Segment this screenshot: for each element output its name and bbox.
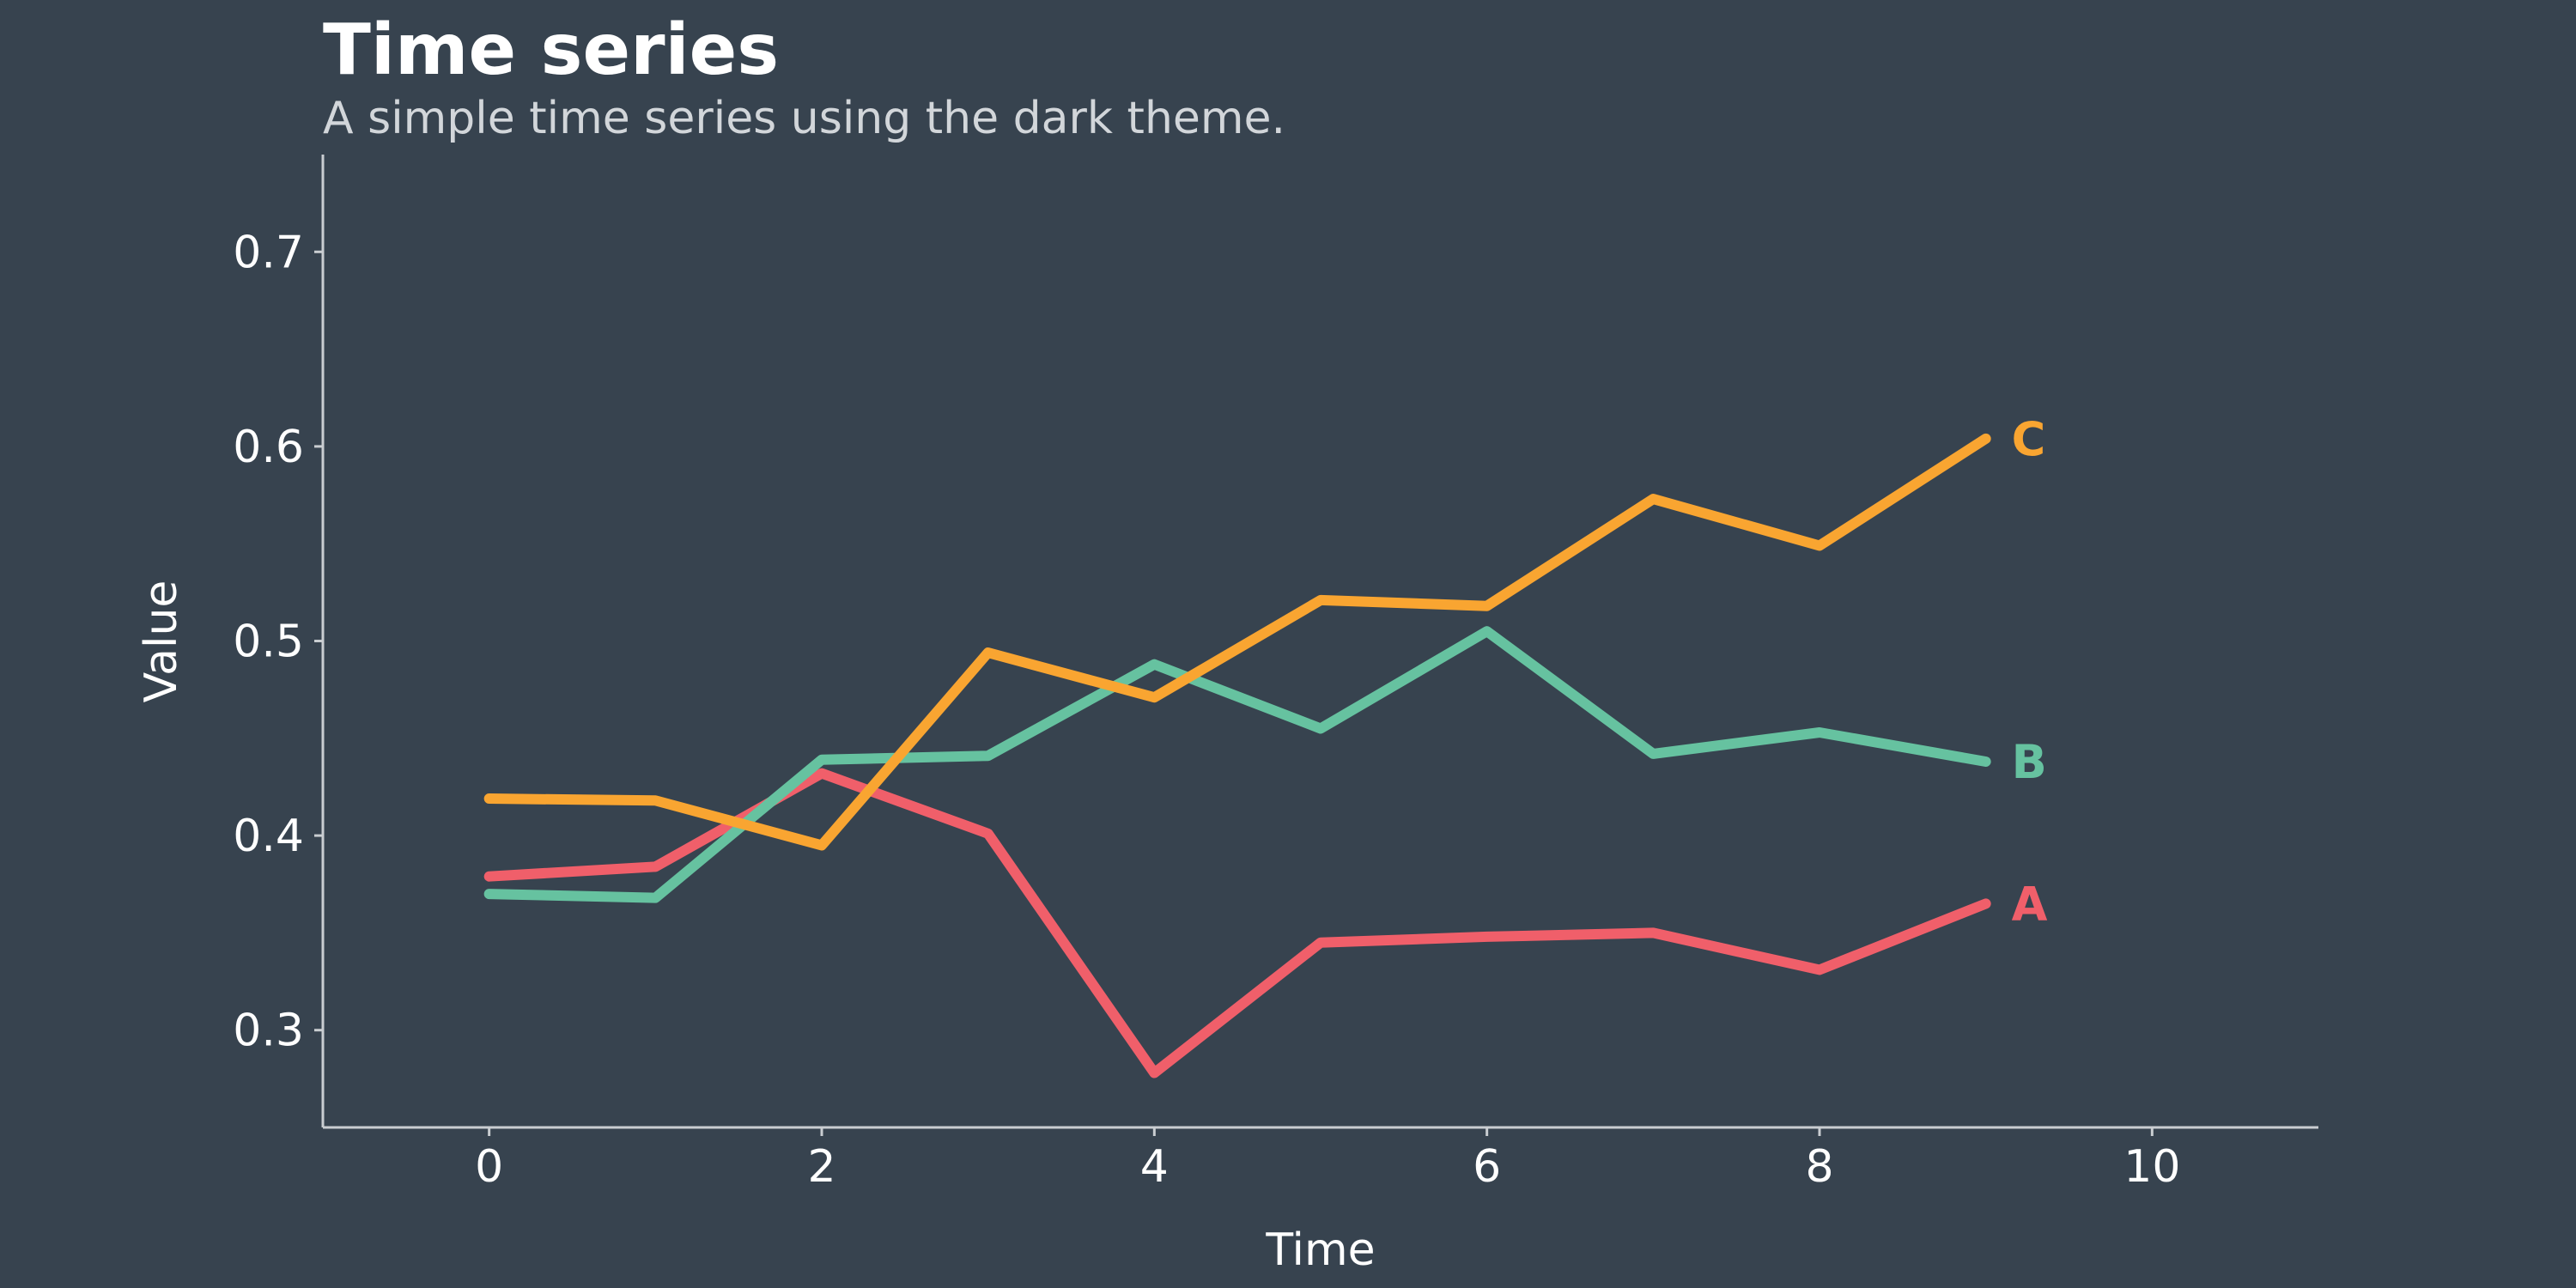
x-tick-label: 10 — [2123, 1141, 2180, 1193]
x-tick-label: 6 — [1473, 1141, 1501, 1193]
y-tick-label: 0.3 — [233, 1005, 304, 1057]
chart-subtitle: A simple time series using the dark them… — [323, 93, 1286, 144]
x-tick-label: 2 — [807, 1141, 835, 1193]
series-lines — [483, 433, 1991, 1078]
series-line-b — [483, 626, 1991, 903]
x-tick-label: 4 — [1140, 1141, 1169, 1193]
y-tick-label: 0.7 — [233, 227, 304, 278]
y-tick-label: 0.5 — [233, 617, 304, 668]
y-tick-label: 0.4 — [233, 811, 304, 862]
series-label-c: C — [2012, 412, 2046, 466]
series-label-b: B — [2012, 735, 2047, 789]
y-tick-label: 0.6 — [233, 422, 304, 473]
x-tick-label: 0 — [475, 1141, 503, 1193]
x-axis-label: Time — [1265, 1224, 1375, 1276]
ticks: 0 2 4 6 8 10 0.3 0.4 0.5 0.6 0.7 — [233, 227, 2180, 1193]
series-line-c — [483, 433, 1991, 851]
series-label-a: A — [2012, 877, 2048, 931]
chart-title: Time series — [323, 9, 780, 91]
y-axis-label: Value — [136, 580, 187, 703]
series-labels: A B C — [2012, 412, 2048, 932]
x-tick-label: 8 — [1805, 1141, 1833, 1193]
